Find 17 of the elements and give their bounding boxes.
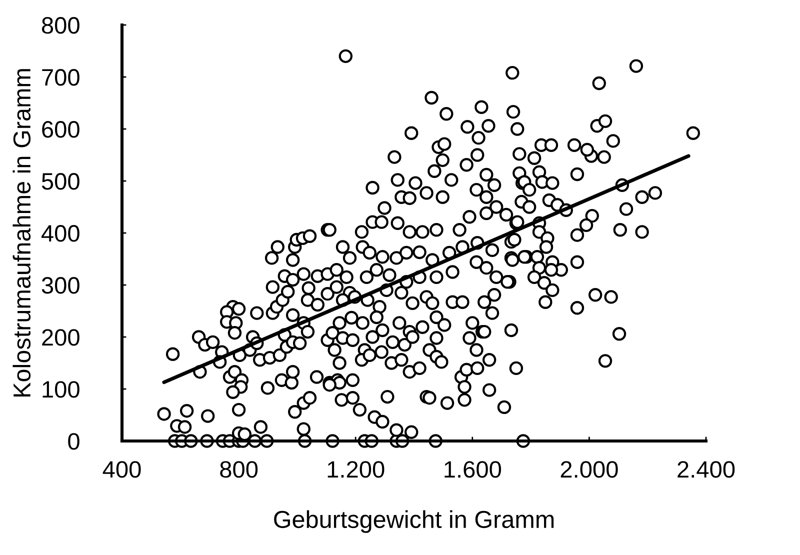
y-tick-label: 0 (68, 433, 80, 450)
y-tick-label: 600 (42, 121, 80, 138)
y-axis-title: Kolostrumaufnahme in Gramm (12, 69, 31, 396)
x-tick-label: 2.400 (678, 461, 735, 478)
y-tick-label: 300 (42, 277, 80, 294)
y-tick-label: 200 (42, 329, 80, 346)
y-tick-label: 500 (42, 173, 80, 190)
y-tick-label: 100 (42, 381, 80, 398)
y-tick-label: 400 (41, 225, 80, 242)
x-axis-title: Geburtsgewicht in Gramm (274, 510, 554, 533)
x-tick-label: 1.200 (328, 461, 384, 478)
x-tick-label: 2.000 (560, 461, 618, 478)
y-tick-label: 800 (42, 17, 80, 34)
y-tick-label: 700 (42, 69, 80, 86)
x-tick-label: 400 (102, 461, 141, 478)
x-tick-label: 800 (220, 461, 258, 478)
x-tick-label: 1.600 (444, 461, 502, 478)
